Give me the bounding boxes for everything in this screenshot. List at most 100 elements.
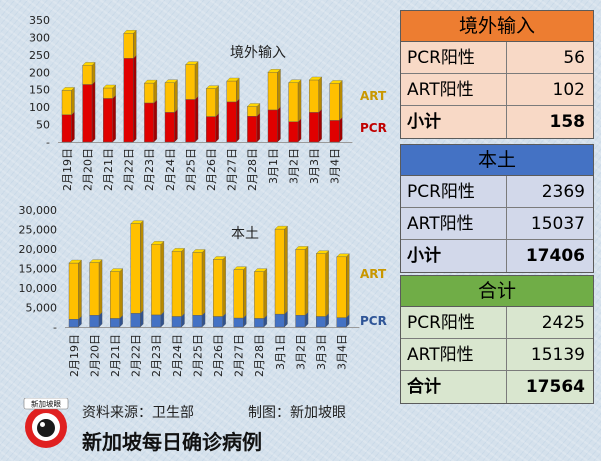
- bar-side: [304, 246, 309, 316]
- bar-pcr: [171, 316, 182, 328]
- bar-top: [329, 80, 343, 84]
- bar-top: [82, 62, 96, 66]
- panel-row: PCR阳性 2425: [401, 307, 593, 339]
- y-tick-label: 20,000: [19, 243, 58, 256]
- bar-pcr: [247, 116, 258, 143]
- y-tick-label: 300: [29, 31, 50, 44]
- bar-top: [295, 246, 309, 250]
- legend-pcr: PCR: [360, 121, 387, 135]
- bar-top: [171, 248, 185, 252]
- y-tick-label: 100: [29, 101, 50, 114]
- panel-local: 本土 PCR阳性 2369 ART阳性 15037 小计 17406: [400, 144, 594, 273]
- legend-art: ART: [360, 267, 387, 281]
- x-tick-label: 2月20日: [88, 334, 101, 377]
- bar-pcr: [109, 318, 120, 328]
- bar-pcr: [164, 112, 175, 143]
- panel-imported: 境外输入 PCR阳性 56 ART阳性 102 小计 158: [400, 10, 594, 139]
- bar-side: [339, 80, 343, 121]
- bar-side: [153, 79, 158, 104]
- panel-row-value: 2425: [541, 313, 585, 333]
- source-note: 资料来源：卫生部: [82, 405, 194, 421]
- bar-art: [226, 80, 237, 103]
- bar-top: [123, 30, 137, 34]
- bar-pcr: [151, 314, 162, 328]
- x-tick-label: 2月22日: [123, 148, 136, 191]
- x-tick-label: 2月25日: [191, 334, 204, 377]
- bar-art: [274, 228, 285, 315]
- bar-side: [297, 79, 302, 123]
- bar-pcr: [68, 319, 79, 328]
- bar-side: [78, 259, 82, 320]
- panel-row: PCR阳性 2369: [401, 176, 593, 208]
- x-tick-label: 2月20日: [81, 148, 94, 191]
- bar-side: [91, 61, 96, 85]
- x-tick-label: 3月1日: [274, 334, 287, 370]
- y-tick-label: 5,000: [26, 302, 58, 315]
- bar-side: [256, 112, 261, 143]
- bar-side: [153, 99, 158, 143]
- bar-art: [144, 82, 155, 104]
- bar-side: [297, 118, 302, 143]
- y-tick-label: 200: [29, 66, 50, 79]
- bar-art: [295, 249, 306, 316]
- bar-side: [339, 117, 343, 143]
- bar-top: [109, 268, 124, 272]
- bar-art: [102, 87, 113, 99]
- chart-title: 境外输入: [230, 45, 286, 61]
- bar-side: [215, 113, 219, 143]
- bar-art: [164, 82, 175, 113]
- y-tick-label: 250: [29, 49, 50, 62]
- bar-pcr: [288, 121, 299, 143]
- bar-side: [112, 95, 116, 143]
- x-tick-label: 3月1日: [267, 148, 280, 184]
- chart-title: 本土: [231, 226, 259, 242]
- bar-side: [181, 247, 185, 317]
- x-tick-label: 2月23日: [143, 148, 156, 191]
- bar-art: [192, 252, 203, 316]
- x-tick-label: 2月21日: [102, 148, 115, 191]
- panel-row-value: 15139: [530, 345, 585, 365]
- y-tick-label: 25,000: [19, 224, 58, 237]
- panel-row-value: 102: [552, 80, 585, 100]
- bar-art: [309, 79, 319, 113]
- bar-pcr: [226, 101, 237, 143]
- bar-top: [247, 103, 261, 107]
- x-tick-label: 2月26日: [205, 148, 218, 191]
- bar-side: [133, 29, 137, 59]
- bar-pcr: [130, 313, 141, 328]
- bar-pcr: [316, 316, 326, 328]
- bar-side: [201, 249, 206, 316]
- x-tick-label: 2月24日: [171, 334, 184, 377]
- eye-logo-icon: 新加坡眼: [23, 398, 69, 448]
- bar-top: [205, 85, 220, 89]
- bar-art: [61, 90, 72, 116]
- bar-art: [151, 244, 162, 316]
- bar-pcr: [123, 58, 134, 143]
- bar-top: [212, 256, 227, 260]
- bar-top: [164, 79, 178, 83]
- bar-pcr: [82, 84, 93, 143]
- panel-row-label: 小计: [401, 240, 507, 272]
- bar-pcr: [254, 318, 265, 328]
- bar-side: [140, 220, 144, 314]
- bar-art: [109, 271, 120, 319]
- bar-side: [215, 85, 219, 117]
- bar-side: [236, 77, 240, 103]
- bar-art: [316, 253, 326, 317]
- bar-art: [68, 262, 79, 320]
- x-tick-label: 2月25日: [184, 148, 197, 191]
- bar-side: [194, 61, 199, 100]
- bar-top: [61, 87, 75, 91]
- x-tick-label: 2月26日: [212, 334, 225, 377]
- bar-top: [288, 79, 302, 83]
- panel-title: 本土: [401, 145, 593, 176]
- bar-top: [144, 79, 158, 84]
- x-tick-label: 3月3日: [308, 148, 321, 184]
- panel-row-label: 合计: [401, 371, 507, 403]
- panel-total: 合计 PCR阳性 2425 ART阳性 15139 合计 17564: [400, 275, 594, 404]
- bar-top: [102, 84, 117, 89]
- panel-row-value: 2369: [541, 182, 585, 202]
- bar-top: [89, 259, 103, 263]
- legend-pcr: PCR: [360, 314, 387, 328]
